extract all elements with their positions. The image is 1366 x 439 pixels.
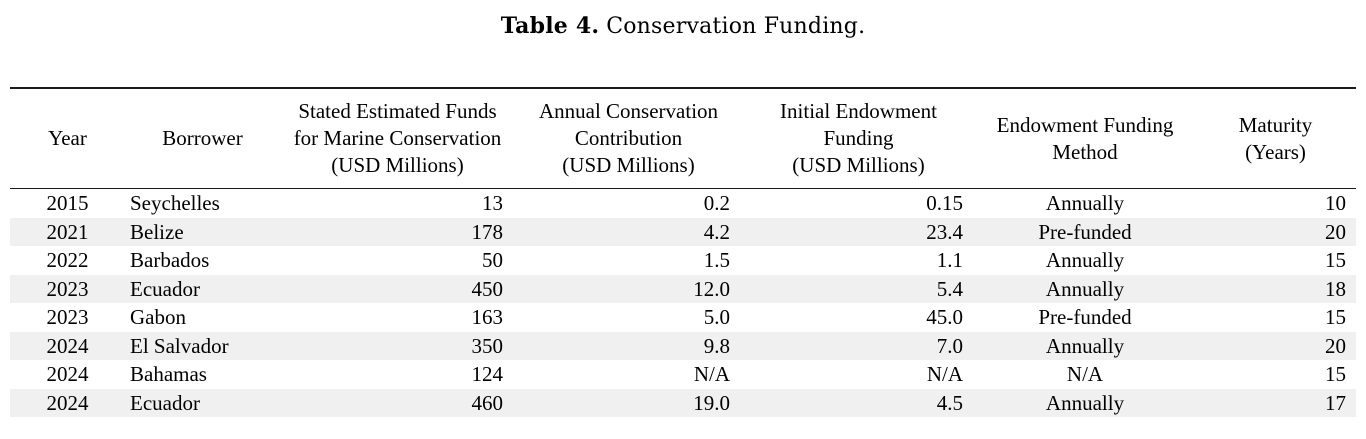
cell-year: 2021 — [46, 219, 89, 244]
cell-year: 2015 — [46, 191, 89, 215]
table-row: 2021 Belize 178 4.2 23.4 Pre-funded 20 — [10, 217, 1356, 246]
col-header-year: Year — [10, 88, 125, 189]
col-header-initial-endowment: Initial Endowment Funding (USD Millions) — [742, 88, 975, 189]
cell-stated-funds: 350 — [471, 333, 504, 358]
cell-stated-funds: 450 — [471, 276, 504, 301]
table-row: 2024 El Salvador 350 9.8 7.0 Annually 20 — [10, 331, 1356, 360]
cell-annual-contribution: N/A — [693, 362, 730, 386]
cell-borrower: Seychelles — [130, 191, 220, 215]
cell-stated-funds: 178 — [471, 219, 504, 244]
col-header-maturity: Maturity (Years) — [1195, 88, 1356, 189]
cell-borrower: Barbados — [130, 248, 210, 272]
table-body: 2015 Seychelles 13 0.2 0.15 Annually 10 … — [10, 189, 1356, 417]
cell-maturity: 10 — [1325, 191, 1346, 215]
cell-funding-method: Annually — [1045, 333, 1125, 358]
cell-initial-endowment: 23.4 — [926, 219, 963, 244]
cell-funding-method: Pre-funded — [1038, 219, 1132, 244]
cell-annual-contribution: 19.0 — [693, 390, 730, 415]
cell-initial-endowment: 0.15 — [926, 191, 963, 215]
cell-funding-method: N/A — [1066, 362, 1104, 386]
cell-initial-endowment: 4.5 — [936, 390, 963, 415]
cell-annual-contribution: 4.2 — [703, 219, 730, 244]
conservation-funding-table: Year Borrower Stated Estimated Funds for… — [10, 87, 1356, 417]
cell-maturity: 18 — [1325, 276, 1346, 301]
table-caption-label: Table 4. — [500, 13, 600, 39]
cell-year: 2022 — [46, 248, 89, 272]
cell-borrower: Ecuador — [130, 276, 200, 301]
table-row: 2015 Seychelles 13 0.2 0.15 Annually 10 — [10, 189, 1356, 218]
table-caption: Table 4. Conservation Funding. — [0, 11, 1366, 42]
cell-maturity: 15 — [1325, 305, 1346, 329]
cell-borrower: Bahamas — [130, 362, 207, 386]
cell-initial-endowment: N/A — [926, 362, 963, 386]
table-row: 2023 Gabon 163 5.0 45.0 Pre-funded 15 — [10, 303, 1356, 332]
cell-stated-funds: 460 — [471, 390, 504, 415]
cell-maturity: 20 — [1325, 333, 1346, 358]
cell-maturity: 20 — [1325, 219, 1346, 244]
cell-funding-method: Annually — [1045, 248, 1125, 272]
cell-year: 2024 — [46, 390, 89, 415]
cell-maturity: 15 — [1325, 248, 1346, 272]
table-caption-text: Conservation Funding. — [606, 14, 866, 39]
table-row: 2024 Bahamas 124 N/A N/A N/A 15 — [10, 360, 1356, 389]
col-header-funding-method: Endowment Funding Method — [975, 88, 1195, 189]
col-header-borrower: Borrower — [125, 88, 280, 189]
cell-maturity: 17 — [1325, 390, 1346, 415]
header-row: Year Borrower Stated Estimated Funds for… — [10, 88, 1356, 189]
cell-stated-funds: 124 — [471, 362, 504, 386]
table-row: 2022 Barbados 50 1.5 1.1 Annually 15 — [10, 246, 1356, 275]
cell-initial-endowment: 45.0 — [926, 305, 963, 329]
cell-maturity: 15 — [1325, 362, 1346, 386]
cell-funding-method: Annually — [1045, 276, 1125, 301]
table-row: 2024 Ecuador 460 19.0 4.5 Annually 17 — [10, 388, 1356, 417]
cell-borrower: Ecuador — [130, 390, 200, 415]
cell-borrower: Belize — [130, 219, 184, 244]
cell-initial-endowment: 7.0 — [936, 333, 963, 358]
cell-annual-contribution: 0.2 — [703, 191, 730, 215]
cell-initial-endowment: 5.4 — [936, 276, 963, 301]
cell-year: 2023 — [46, 276, 89, 301]
cell-annual-contribution: 12.0 — [693, 276, 730, 301]
cell-initial-endowment: 1.1 — [936, 248, 963, 272]
cell-year: 2024 — [46, 333, 89, 358]
cell-stated-funds: 163 — [471, 305, 504, 329]
cell-borrower: Gabon — [130, 305, 186, 329]
cell-funding-method: Annually — [1045, 191, 1125, 215]
cell-annual-contribution: 5.0 — [703, 305, 730, 329]
cell-annual-contribution: 1.5 — [703, 248, 730, 272]
col-header-stated-funds: Stated Estimated Funds for Marine Conser… — [280, 88, 515, 189]
cell-funding-method: Annually — [1045, 390, 1125, 415]
cell-year: 2024 — [46, 362, 89, 386]
table-header: Year Borrower Stated Estimated Funds for… — [10, 88, 1356, 189]
table-row: 2023 Ecuador 450 12.0 5.4 Annually 18 — [10, 274, 1356, 303]
cell-borrower: El Salvador — [130, 333, 229, 358]
cell-annual-contribution: 9.8 — [703, 333, 730, 358]
cell-year: 2023 — [46, 305, 89, 329]
cell-stated-funds: 13 — [482, 191, 503, 215]
cell-funding-method: Pre-funded — [1038, 305, 1132, 329]
col-header-annual-contribution: Annual Conservation Contribution (USD Mi… — [515, 88, 742, 189]
cell-stated-funds: 50 — [482, 248, 503, 272]
